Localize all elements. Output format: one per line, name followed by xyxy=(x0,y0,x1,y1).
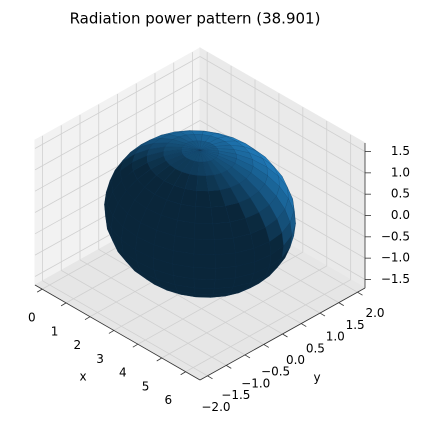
surface-face xyxy=(214,266,237,280)
y-tick-label: −1.0 xyxy=(241,376,270,390)
z-tick-label: 0.5 xyxy=(391,187,410,201)
surface-face xyxy=(177,204,196,224)
z-tick-label: −1.0 xyxy=(381,251,410,265)
surface-face xyxy=(193,253,216,269)
tick-mark xyxy=(301,323,307,327)
surface-face xyxy=(194,206,214,224)
y-tick-label: 0.5 xyxy=(306,341,325,355)
tick-mark xyxy=(357,291,363,296)
tick-mark xyxy=(36,288,43,293)
tick-mark xyxy=(132,343,139,348)
tick-mark xyxy=(282,333,288,338)
surface-face xyxy=(214,252,237,269)
surface-face xyxy=(212,221,234,241)
tick-mark xyxy=(263,344,269,348)
y-tick-label: 1.5 xyxy=(346,318,365,332)
surface-face xyxy=(194,287,215,295)
z-tick-label: −0.5 xyxy=(381,229,410,243)
surface-face xyxy=(193,238,216,256)
grid-line xyxy=(34,98,201,192)
tick-mark xyxy=(207,375,213,380)
x-axis-label: x xyxy=(79,370,86,384)
tick-mark xyxy=(60,302,67,307)
y-tick-label: 1.0 xyxy=(326,330,345,344)
x-tick-label: 0 xyxy=(28,311,36,325)
surface-face xyxy=(273,166,288,188)
surface-face xyxy=(229,144,250,154)
surface-face xyxy=(193,267,216,280)
surface xyxy=(104,130,296,298)
x-tick-label: 6 xyxy=(165,393,173,407)
z-tick-label: 0.0 xyxy=(391,208,410,222)
surface-face xyxy=(193,278,216,289)
tick-mark xyxy=(338,302,344,306)
tick-mark xyxy=(319,312,326,317)
surface-face xyxy=(195,190,212,208)
x-tick-label: 3 xyxy=(96,352,104,366)
surface-face xyxy=(199,142,214,151)
surface-face xyxy=(183,143,201,151)
surface-face xyxy=(213,237,236,256)
x-axis-line xyxy=(34,284,201,381)
surface-face xyxy=(181,147,201,151)
surface-face xyxy=(199,148,219,152)
x-tick-label: 1 xyxy=(51,324,59,338)
grid-line xyxy=(79,259,246,356)
tick-mark xyxy=(180,371,186,376)
y-tick-label: −1.5 xyxy=(221,388,250,402)
tick-mark xyxy=(108,330,115,334)
grid-line xyxy=(34,77,201,171)
surface-face xyxy=(194,150,201,163)
grid-line xyxy=(34,56,201,149)
grid-line xyxy=(98,249,264,345)
y-axis-label: y xyxy=(313,371,320,385)
surface-face xyxy=(262,158,279,177)
tick-mark xyxy=(84,316,91,321)
surface-face xyxy=(199,146,218,151)
surface-face xyxy=(199,144,216,151)
tick-mark xyxy=(156,357,162,362)
surface-face xyxy=(174,219,196,240)
surface-face xyxy=(245,212,266,235)
surface-face xyxy=(181,149,201,153)
surface-face xyxy=(281,221,293,247)
chart-title: Radiation power pattern (38.901) xyxy=(70,10,321,28)
x-tick-label: 5 xyxy=(142,379,150,393)
surface-face xyxy=(276,247,291,268)
grid-line xyxy=(199,56,366,152)
surface-face xyxy=(214,144,235,150)
y-tick-label: −0.5 xyxy=(261,365,290,379)
z-tick-label: 1.0 xyxy=(391,165,410,179)
grid-line xyxy=(199,98,366,195)
y-tick-label: 0.0 xyxy=(286,353,305,367)
surface-face xyxy=(208,137,226,145)
grid-line xyxy=(42,280,208,377)
surface-face xyxy=(194,222,215,241)
x-tick-label: 2 xyxy=(74,338,82,352)
tick-mark xyxy=(226,365,232,369)
grid-line xyxy=(61,270,227,366)
surface-face xyxy=(233,149,253,160)
y-tick-label: −2.0 xyxy=(201,400,230,414)
surface-face xyxy=(194,293,214,298)
tick-mark xyxy=(244,354,251,359)
surface-face xyxy=(188,140,201,151)
surface-face xyxy=(250,266,270,283)
surface-face xyxy=(186,150,201,161)
y-tick-label: 2.0 xyxy=(365,306,384,320)
grid-line xyxy=(199,77,366,174)
x-tick-label: 4 xyxy=(119,366,127,380)
surface-face xyxy=(199,140,206,151)
z-tick-label: 1.5 xyxy=(391,144,410,158)
surface-face xyxy=(229,218,251,239)
z-tick-label: −1.5 xyxy=(381,272,410,286)
